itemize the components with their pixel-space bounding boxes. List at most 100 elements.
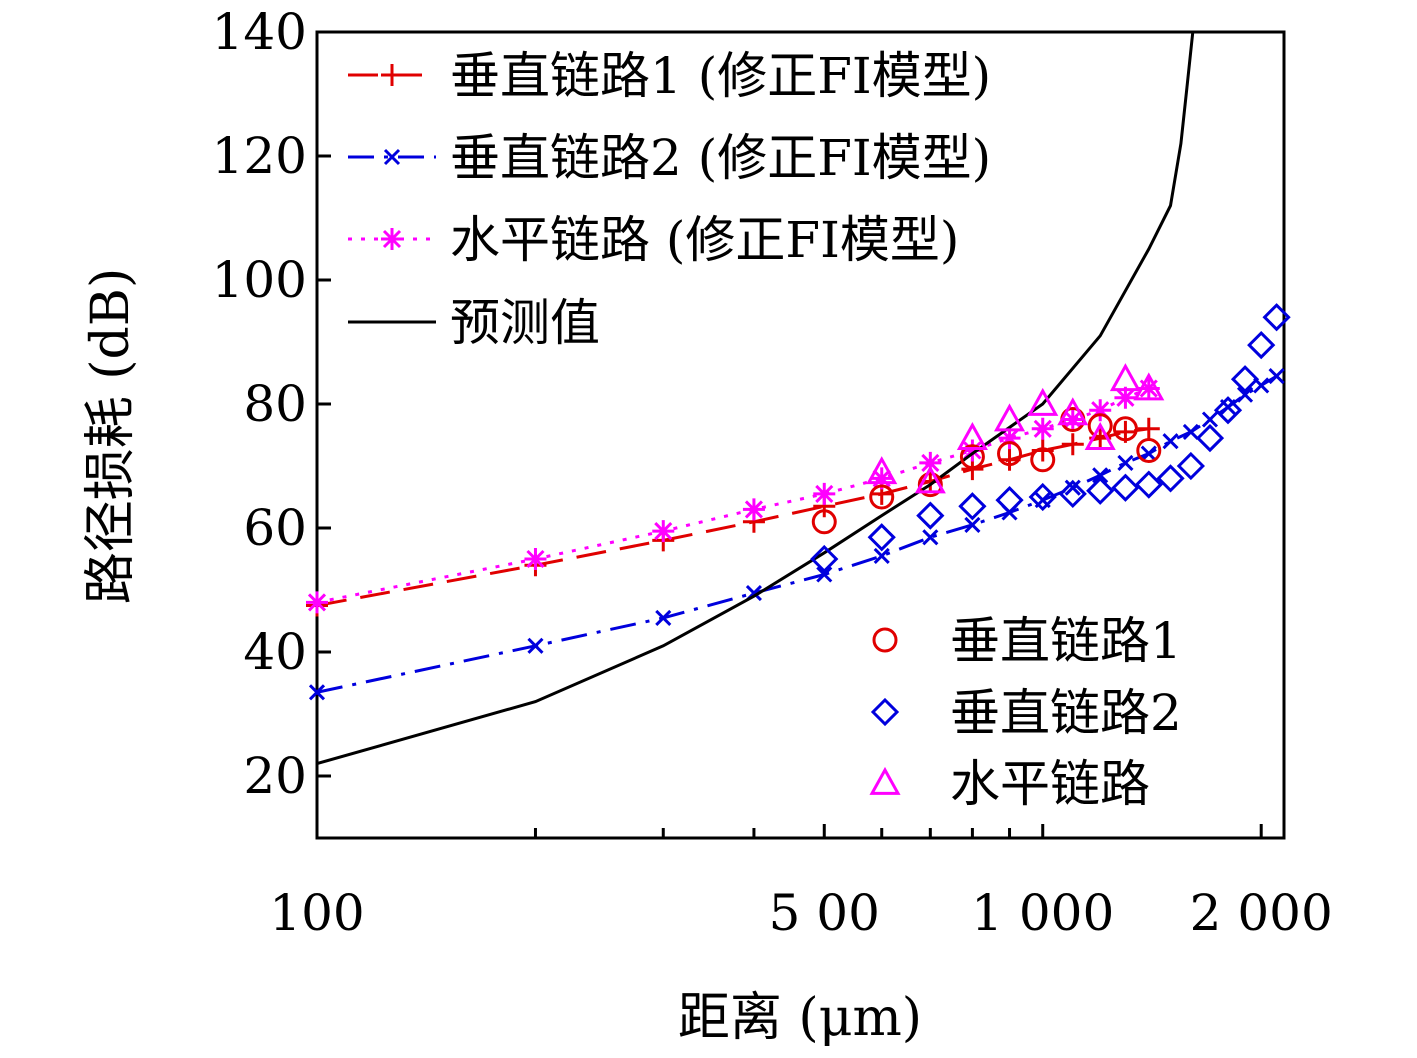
series-1-point <box>816 566 833 583</box>
marker-series-2-point <box>914 465 946 494</box>
series-1-point <box>873 547 890 564</box>
y-tick-label: 140 <box>212 3 307 61</box>
legend: 垂直链路1 (修正FI模型) 垂直链路2 (修正FI模型) 水平链路 (修正FI模型… <box>348 47 1182 813</box>
y-axis-title: 路径损耗 (dB) <box>81 268 141 605</box>
series-2-point <box>998 427 1021 450</box>
marker-series-1-point <box>810 544 839 574</box>
series-1-point <box>655 609 672 626</box>
series-1-point <box>1092 467 1109 484</box>
marker-series-1-point <box>958 492 987 521</box>
series-1-point <box>922 529 939 546</box>
marker-series-2-point <box>1057 397 1089 426</box>
series-1-point <box>1064 479 1081 496</box>
legend-marker-swatch <box>381 64 403 86</box>
marker-series-1-point <box>867 523 896 552</box>
marker-series-0-point <box>1112 416 1138 442</box>
series-1-point <box>1236 386 1254 403</box>
marker-series-2-point <box>1084 422 1116 450</box>
series-2-point <box>1137 377 1160 400</box>
marker-series-1-point <box>1195 423 1225 453</box>
legend-marker-swatch <box>869 766 901 795</box>
series-1-point <box>308 684 326 701</box>
x-axis-title: 距离 (μm) <box>678 988 922 1048</box>
y-tick-label: 100 <box>212 251 307 309</box>
x-tick-label: 2 000 <box>1190 884 1333 942</box>
series-1-point <box>1117 454 1134 471</box>
marker-series-1-point <box>1156 464 1185 493</box>
legend-label: 水平链路 (修正FI模型) <box>450 211 959 269</box>
marker-series-1-point <box>1230 365 1260 394</box>
marker-series-1-point <box>1086 476 1115 505</box>
series-2-point <box>1031 417 1054 440</box>
series-2-point <box>1061 408 1084 431</box>
series-2-point <box>524 548 547 570</box>
marker-series-1-point <box>1262 303 1291 332</box>
marker-series-1-point <box>1058 479 1087 509</box>
y-tick-label: 20 <box>243 747 307 805</box>
series-2-point <box>652 520 675 543</box>
y-tick-label: 60 <box>243 499 307 557</box>
marker-series-0-point <box>997 441 1023 467</box>
series-2-point <box>919 451 942 474</box>
legend-label: 垂直链路2 <box>950 684 1182 742</box>
series-1-point <box>1182 423 1199 440</box>
series-0-point <box>1061 433 1084 456</box>
legend-label: 水平链路 <box>950 755 1150 813</box>
series-line-2 <box>317 387 1150 604</box>
legend-label: 垂直链路1 (修正FI模型) <box>450 47 991 105</box>
series-2-point <box>813 482 836 505</box>
y-tick-label: 80 <box>243 375 307 433</box>
series-2-point <box>870 467 893 490</box>
series-2-point <box>742 498 765 521</box>
legend-marker-swatch <box>383 148 401 166</box>
series-2-point <box>961 439 984 462</box>
series-0-point <box>1137 417 1160 440</box>
marker-series-2-point <box>993 403 1026 432</box>
marker-series-2-point <box>1133 372 1165 401</box>
marker-series-2-point <box>866 456 898 485</box>
marker-series-1-point <box>1176 451 1205 481</box>
series-1-point <box>1201 411 1219 428</box>
marker-series-1-point <box>995 485 1024 515</box>
marker-series-1-point <box>1028 482 1057 512</box>
axis-ticks: 20 40 60 80 100 120 140 100 5 00 1 000 2 000 <box>212 3 1333 942</box>
legend-marker-swatch <box>381 228 403 250</box>
y-tick-label: 40 <box>243 623 307 681</box>
marker-series-1-point <box>1213 396 1243 425</box>
series-1-point <box>1268 368 1285 385</box>
legend-marker-swatch <box>872 627 898 653</box>
marker-series-0-point <box>1030 447 1056 473</box>
marker-series-1-point <box>916 501 945 530</box>
series-2-point <box>1114 386 1137 409</box>
series-1-point <box>1140 445 1157 462</box>
x-tick-label: 5 00 <box>769 884 880 942</box>
marker-series-0-point <box>1087 413 1113 439</box>
marker-series-0-point <box>869 484 895 510</box>
legend-marker-swatch <box>870 697 900 727</box>
series-1-point <box>964 516 981 533</box>
x-tick-label: 1 000 <box>971 884 1114 942</box>
marker-series-0-point <box>917 472 943 498</box>
series-1-point <box>527 637 544 654</box>
plot-frame <box>315 30 1286 840</box>
marker-series-1-point <box>1111 473 1140 502</box>
legend-label: 预测值 <box>450 294 600 352</box>
legend-label: 垂直链路2 (修正FI模型) <box>450 129 991 187</box>
marker-series-0-point <box>959 444 985 470</box>
legend-label: 垂直链路1 <box>950 612 1182 670</box>
marker-series-1-point <box>1247 330 1276 360</box>
series-1-point <box>1162 433 1179 450</box>
marker-series-2-point <box>1109 363 1141 392</box>
y-tick-label: 120 <box>212 127 307 185</box>
marker-series-2-point <box>956 422 988 450</box>
series-2-point <box>306 591 328 614</box>
series-group <box>306 32 1291 766</box>
marker-series-0-point <box>1136 438 1162 463</box>
series-2-point <box>1089 399 1112 422</box>
series-line-0 <box>317 427 1149 607</box>
marker-series-2-point <box>1027 387 1059 416</box>
marker-series-0-point <box>811 509 837 535</box>
series-line-3 <box>317 32 1195 766</box>
